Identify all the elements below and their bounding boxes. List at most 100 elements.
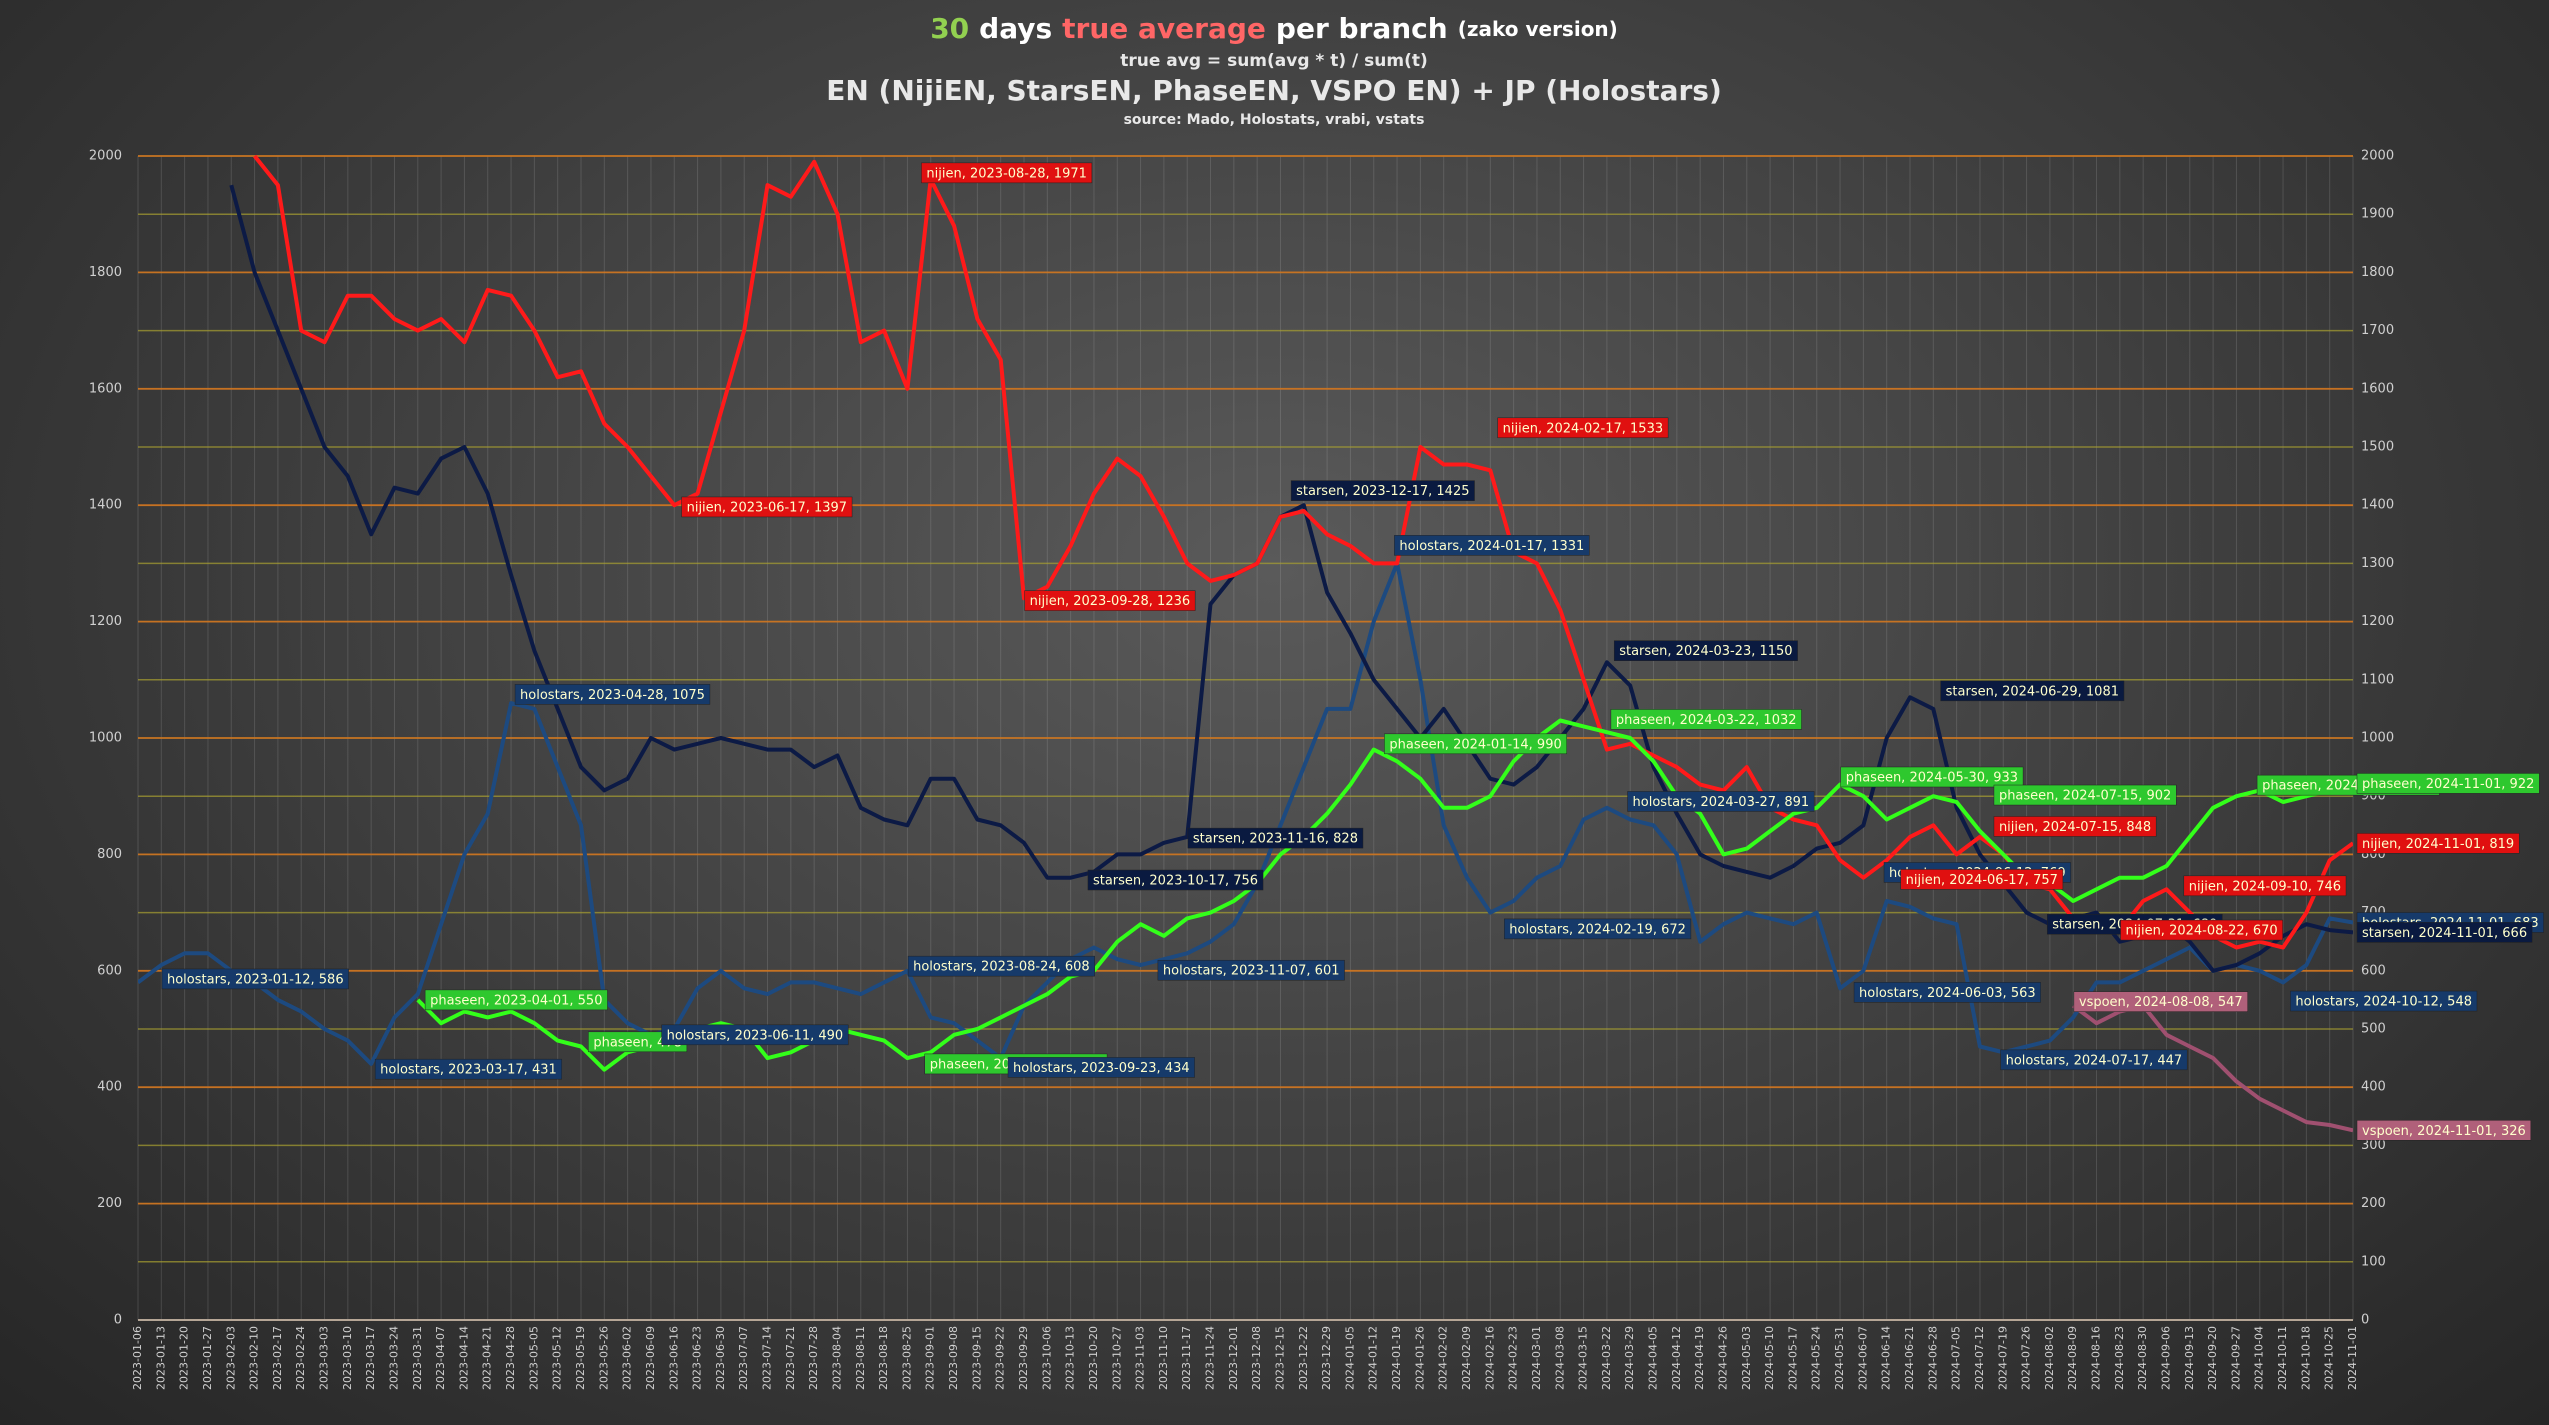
annotation-box xyxy=(1394,535,1590,556)
annotation-label: starsen, 2024-03-23, 1150 xyxy=(1619,644,1792,659)
x-tick-label: 2024-06-28 xyxy=(1926,1326,1939,1390)
y2-tick-label: 1400 xyxy=(2361,498,2394,513)
annotation: nijien, 2024-07-15, 848 xyxy=(1993,816,2157,837)
annotation: nijien, 2024-02-17, 1533 xyxy=(1497,417,1669,439)
annotation-box xyxy=(1187,827,1364,849)
annotation-label: phaseen, 2024-01-14, 990 xyxy=(1389,737,1561,752)
annotation-box xyxy=(1007,1057,1195,1078)
x-tick-label: 2024-01-05 xyxy=(1343,1326,1356,1390)
x-tick-label: 2024-03-01 xyxy=(1530,1326,1543,1390)
y2-tick-label: 1200 xyxy=(2361,614,2394,629)
x-tick-label: 2023-12-29 xyxy=(1320,1326,1333,1390)
y2-tick-label: 300 xyxy=(2361,1138,2386,1153)
series-line xyxy=(138,561,2353,1066)
x-tick-label: 2024-05-24 xyxy=(1810,1326,1823,1390)
annotation: holostars, 2024-02-19, 672 xyxy=(1504,918,1692,940)
annotation-box xyxy=(2000,1049,2188,1071)
annotation-box xyxy=(2073,991,2248,1012)
annotation: starsen, 2023-10-17, 756 xyxy=(1087,869,1264,891)
chart-subtitle: true avg = sum(avg * t) / sum(t) xyxy=(1120,51,1428,71)
x-tick-label: 2023-08-04 xyxy=(830,1326,843,1390)
annotation: holostars, 2024-06-03, 563 xyxy=(1853,982,2041,1003)
annotation-box xyxy=(2356,833,2520,854)
x-tick-label: 2024-10-18 xyxy=(2299,1326,2312,1390)
annotation-box xyxy=(1840,766,2024,788)
annotation: holostars, 2023-06-11, 490 xyxy=(661,1024,849,1046)
annotation: phaseen, 2023-04-01, 550 xyxy=(424,989,608,1011)
x-tick-label: 2023-02-24 xyxy=(294,1326,307,1390)
x-tick-label: 2023-09-15 xyxy=(970,1326,983,1390)
y2-tick-label: 1100 xyxy=(2361,672,2394,687)
series-line xyxy=(229,184,2353,973)
x-tick-label: 2024-02-09 xyxy=(1460,1326,1473,1390)
annotation: holostars, 2024-10-12, 548 xyxy=(2290,990,2478,1012)
x-tick-label: 2023-04-28 xyxy=(504,1326,517,1390)
annotation-label: nijien, 2024-07-15, 848 xyxy=(1999,820,2151,835)
x-tick-label: 2024-02-02 xyxy=(1437,1326,1450,1390)
annotation-box xyxy=(1940,680,2125,702)
chart-title-2: EN (NijiEN, StarsEN, PhaseEN, VSPO EN) +… xyxy=(826,74,1722,107)
annotation-label: nijien, 2024-02-17, 1533 xyxy=(1503,421,1663,436)
x-tick-label: 2024-03-08 xyxy=(1553,1326,1566,1390)
annotation-label: holostars, 2023-08-24, 608 xyxy=(913,960,1090,975)
annotation: holostars, 2024-01-17, 1331 xyxy=(1394,535,1590,556)
chart-source: source: Mado, Holostats, vrabi, vstats xyxy=(1124,112,1425,128)
annotation-box xyxy=(1024,590,1196,611)
annotation-label: nijien, 2023-06-17, 1397 xyxy=(687,500,847,515)
annotation: holostars, 2023-01-12, 586 xyxy=(161,968,349,990)
x-tick-label: 2023-07-28 xyxy=(807,1326,820,1390)
annotation: phaseen, 2024-03-22, 1032 xyxy=(1610,709,1802,730)
annotation-box xyxy=(921,162,1093,184)
annotation: holostars, 2023-08-24, 608 xyxy=(907,955,1095,977)
x-tick-label: 2024-01-12 xyxy=(1367,1326,1380,1390)
annotation: starsen, 2023-12-17, 1425 xyxy=(1290,480,1475,501)
annotation: vspoen, 2024-11-01, 326 xyxy=(2356,1120,2532,1141)
annotation-box xyxy=(514,684,711,705)
x-tick-label: 2023-11-10 xyxy=(1157,1326,1170,1390)
x-tick-label: 2023-12-22 xyxy=(1297,1326,1310,1390)
annotation-box xyxy=(424,989,608,1011)
x-tick-label: 2023-07-21 xyxy=(784,1326,797,1390)
x-tick-label: 2024-10-11 xyxy=(2276,1326,2289,1390)
x-tick-label: 2023-05-05 xyxy=(527,1326,540,1390)
annotation-box xyxy=(1993,816,2157,837)
x-tick-label: 2023-02-10 xyxy=(248,1326,261,1390)
annotation: holostars, 2023-09-23, 434 xyxy=(1007,1057,1195,1078)
series-line xyxy=(416,718,2353,1072)
x-tick-label: 2024-07-19 xyxy=(1996,1326,2009,1390)
chart-title: 30 days true average per branch (zako versio… xyxy=(930,12,1618,45)
annotation: nijien, 2023-06-17, 1397 xyxy=(681,496,853,518)
title-part: true average xyxy=(1062,12,1266,45)
annotation: starsen, 2024-06-29, 1081 xyxy=(1940,680,2125,702)
x-tick-label: 2023-05-19 xyxy=(574,1326,587,1390)
title-part: per branch xyxy=(1276,12,1448,45)
x-tick-label: 2023-07-14 xyxy=(761,1326,774,1390)
annotation-label: vspoen, 2024-08-08, 547 xyxy=(2079,995,2243,1010)
title-part: (zako version) xyxy=(1458,17,1618,41)
annotation-label: phaseen, 2023-04-01, 550 xyxy=(430,993,602,1008)
x-tick-label: 2023-12-08 xyxy=(1250,1326,1263,1390)
x-tick-label: 2024-01-26 xyxy=(1413,1326,1426,1390)
y-tick-label: 800 xyxy=(97,847,122,862)
x-tick-label: 2023-03-03 xyxy=(318,1326,331,1390)
x-tick-label: 2024-07-05 xyxy=(1950,1326,1963,1390)
x-tick-label: 2024-09-27 xyxy=(2229,1326,2242,1390)
annotation-box xyxy=(2120,919,2283,941)
annotation-box xyxy=(1627,791,1815,812)
x-tick-label: 2024-06-07 xyxy=(1856,1326,1869,1390)
x-tick-label: 2023-04-14 xyxy=(457,1326,470,1390)
x-tick-label: 2023-03-17 xyxy=(364,1326,377,1390)
x-tick-label: 2023-03-10 xyxy=(341,1326,354,1390)
y2-tick-label: 1300 xyxy=(2361,556,2394,571)
annotation-label: holostars, 2024-06-03, 563 xyxy=(1859,986,2036,1001)
y2-tick-label: 1600 xyxy=(2361,381,2394,396)
annotation-label: starsen, 2024-11-01, 666 xyxy=(2362,926,2527,941)
x-tick-label: 2023-11-17 xyxy=(1180,1326,1193,1390)
x-tick-label: 2024-05-17 xyxy=(1786,1326,1799,1390)
x-tick-label: 2024-02-23 xyxy=(1507,1326,1520,1390)
title-part: 30 xyxy=(930,12,969,45)
y2-tick-label: 200 xyxy=(2361,1196,2386,1211)
annotation-label: nijien, 2024-06-17, 757 xyxy=(1906,873,2058,888)
annotation-box xyxy=(2356,773,2540,794)
x-tick-label: 2023-01-20 xyxy=(178,1326,191,1390)
